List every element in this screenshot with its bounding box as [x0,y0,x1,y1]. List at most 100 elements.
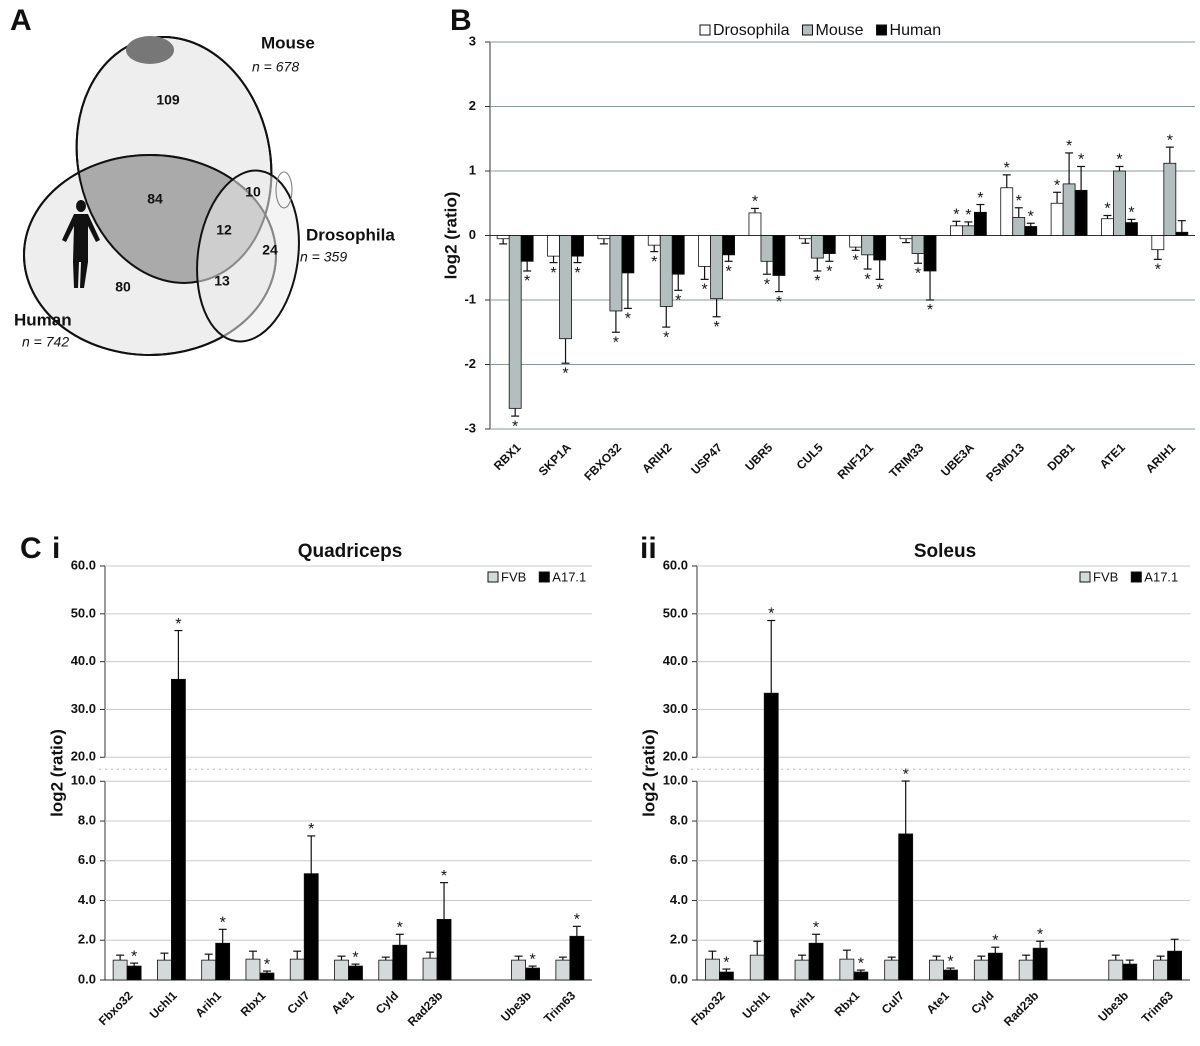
bar [839,958,855,981]
set-name: Drosophila [306,225,395,244]
bar [1101,218,1114,236]
significance-marker: * [441,868,447,885]
region-count: 13 [214,273,230,289]
chart-title: Soleus [914,541,976,562]
bar [810,235,824,259]
bar [898,833,914,981]
legend-label: Human [890,22,942,39]
y-tick-label: 40.0 [71,653,96,668]
bar [171,678,186,981]
bar [1113,170,1126,236]
bar [1012,217,1026,236]
x-tick-label: Arih1 [192,988,224,1020]
significance-marker: * [725,264,731,281]
x-tick-label: ATE1 [1097,440,1128,471]
significance-marker: * [768,606,774,623]
bar [943,969,958,981]
significance-marker: * [574,912,580,929]
set-name: Mouse [261,33,315,52]
bar [289,958,305,981]
bar [496,235,510,240]
set-size: n = 742 [22,334,69,350]
y-tick-label: 50.0 [663,605,688,620]
bar [112,959,128,981]
bar [157,959,172,981]
bar [378,959,394,981]
bar [245,958,261,981]
legend-swatch [801,24,813,36]
x-tick-label: Fbxo32 [688,988,728,1028]
significance-marker: * [1155,262,1161,279]
legend-label: Mouse [815,22,863,39]
y-tick-label: 8.0 [78,812,96,827]
significance-marker: * [865,271,871,288]
bar [1122,963,1138,981]
significance-marker: * [947,953,953,970]
human-icon-body [62,214,100,288]
x-tick-label: Cyld [968,988,996,1016]
x-tick-label: Uchl1 [147,988,180,1021]
set-drosophila [196,169,300,343]
significance-marker: * [1016,193,1022,210]
bar [899,235,913,240]
significance-marker: * [220,915,226,932]
bar [1108,959,1124,981]
y-tick-label: 6.0 [670,852,688,867]
bar [929,959,944,981]
bar [1062,183,1076,236]
bar [698,235,712,267]
legend-label: Drosophila [713,22,790,39]
x-tick-label: Rad23b [1001,988,1042,1029]
x-tick-label: Ube3b [498,988,534,1024]
set-size: n = 359 [300,249,347,265]
set-size: n = 678 [252,59,299,75]
bar [348,965,363,981]
significance-marker: * [915,265,921,282]
bar [1163,162,1177,236]
x-tick-label: FBXO32 [581,440,624,483]
significance-marker: * [663,329,669,346]
y-axis-label: log2 (ratio) [441,192,460,280]
bar [555,959,571,981]
bar [525,967,540,981]
set-name: Human [14,310,72,329]
y-tick-label: 50.0 [71,605,96,620]
x-tick-label: Rad23b [405,988,446,1029]
y-tick-label: 10.0 [71,773,96,788]
bar-chart: 0.0 2.0 4.0 6.0 8.0 10.0 20.0 30.0 40.0 50.0 60.0 F… [20,532,592,1029]
significance-marker: * [752,194,758,211]
y-tick-label: 60.0 [663,557,688,572]
x-tick-label: Cyld [373,988,401,1016]
bar [1151,235,1165,251]
region-count: 80 [115,279,131,295]
significance-marker: * [397,920,403,937]
bar [1153,959,1168,981]
significance-marker: * [131,948,137,965]
bar-chart: 0.0 2.0 4.0 6.0 8.0 10.0 20.0 30.0 40.0 50.0 60.0 F… [639,532,1190,1029]
significance-marker: * [574,265,580,282]
y-tick-label: -1 [464,291,476,306]
significance-marker: * [713,319,719,336]
significance-marker: * [1028,208,1034,225]
bar [621,235,635,274]
bar [597,235,611,240]
bar [571,235,584,257]
significance-marker: * [977,190,983,207]
bar [1074,189,1088,236]
significance-marker: * [826,264,832,281]
significance-marker: * [953,207,959,224]
significance-marker: * [1078,152,1084,169]
bar [748,212,762,236]
bar [671,235,685,275]
bar [436,918,452,981]
x-tick-label: Trim63 [541,988,578,1025]
significance-marker: * [264,956,270,973]
y-tick-label: 8.0 [670,812,688,827]
significance-marker: * [562,365,568,382]
legend-swatch [487,571,499,583]
y-tick-label: 1 [469,162,476,177]
legend-label: A17.1 [1144,569,1178,584]
significance-marker: * [723,954,729,971]
significance-marker: * [877,282,883,299]
